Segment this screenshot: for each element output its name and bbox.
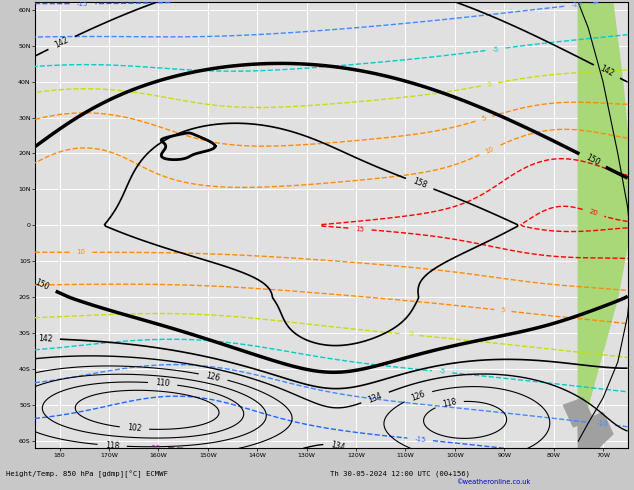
Text: 134: 134: [330, 440, 346, 452]
Text: 150: 150: [584, 153, 601, 168]
Text: ©weatheronline.co.uk: ©weatheronline.co.uk: [456, 479, 531, 485]
Text: 126: 126: [410, 389, 427, 403]
Text: -20: -20: [150, 445, 161, 451]
Text: 118: 118: [441, 397, 457, 409]
Text: 10: 10: [77, 249, 86, 255]
Text: 142: 142: [53, 36, 70, 50]
Text: -5: -5: [438, 368, 446, 375]
Text: 134: 134: [366, 391, 384, 404]
Text: 15: 15: [356, 226, 365, 232]
Text: 118: 118: [105, 441, 120, 450]
Text: 142: 142: [38, 334, 53, 343]
Text: Th 30-05-2024 12:00 UTC (00+156): Th 30-05-2024 12:00 UTC (00+156): [330, 470, 470, 477]
Text: 102: 102: [127, 423, 142, 434]
Text: 0: 0: [487, 81, 492, 88]
Text: -5: -5: [491, 46, 499, 53]
Text: 20: 20: [588, 209, 598, 217]
Polygon shape: [578, 413, 613, 448]
Text: 110: 110: [155, 378, 170, 389]
Text: 158: 158: [411, 177, 428, 191]
Text: 150: 150: [34, 278, 51, 292]
Text: Height/Temp. 850 hPa [gdmp][°C] ECMWF: Height/Temp. 850 hPa [gdmp][°C] ECMWF: [6, 470, 168, 478]
Polygon shape: [564, 398, 593, 427]
Text: 5: 5: [500, 307, 505, 314]
Text: -10: -10: [571, 1, 583, 8]
Polygon shape: [578, 2, 633, 434]
Text: -15: -15: [414, 436, 426, 443]
Text: 5: 5: [481, 115, 487, 122]
Text: -10: -10: [597, 420, 609, 427]
Text: 10: 10: [484, 146, 495, 155]
Text: 126: 126: [205, 371, 221, 383]
Text: 142: 142: [598, 64, 616, 79]
Text: 0: 0: [408, 332, 413, 338]
Text: -15: -15: [77, 0, 88, 7]
